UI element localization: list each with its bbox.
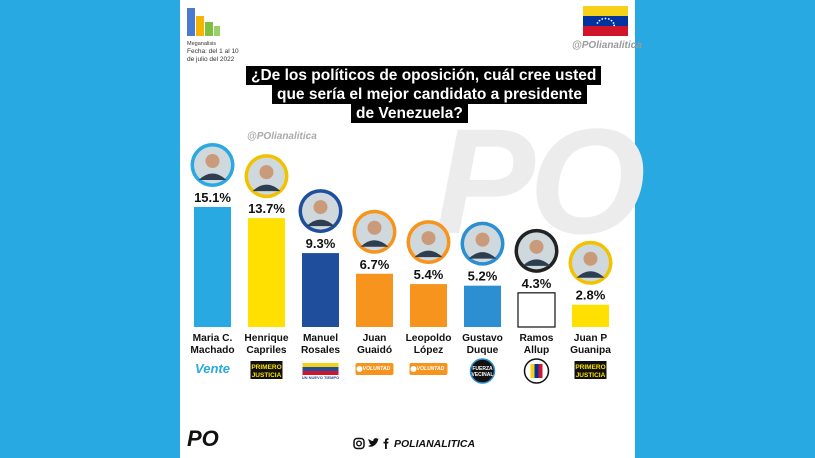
avatar-shoulders xyxy=(414,250,443,258)
avatar-shoulders xyxy=(522,259,551,266)
party-logo-stripe xyxy=(530,364,535,378)
party-logo-stripe xyxy=(538,364,543,378)
avatar-face xyxy=(529,239,544,254)
avatar-shoulders xyxy=(360,240,389,247)
party-logo-stripe xyxy=(302,371,339,375)
date-line-2: de julio del 2022 xyxy=(187,56,235,63)
category-label: Manuel xyxy=(303,333,338,344)
category-label: Guaidó xyxy=(357,345,392,356)
party-logo-stripe xyxy=(302,363,339,367)
bar xyxy=(410,284,447,327)
value-label: 4.3% xyxy=(522,276,552,291)
bar xyxy=(194,207,231,327)
bar xyxy=(517,292,556,328)
avatar-face xyxy=(583,251,598,266)
question-line-2: que sería el mejor candidato a president… xyxy=(272,85,587,104)
twitter-icon xyxy=(368,438,380,447)
handle-mid: @POlianalitica xyxy=(247,131,317,142)
avatar-face xyxy=(475,232,490,247)
bar xyxy=(356,273,393,327)
party-logo-stripe xyxy=(534,364,539,378)
bar xyxy=(248,218,285,327)
category-label: Rosales xyxy=(301,345,340,356)
party-logo-text: VOLUNTAD xyxy=(363,366,391,372)
instagram-icon xyxy=(353,437,365,450)
category-label: Henrique xyxy=(244,333,288,344)
question-line-3: de Venezuela? xyxy=(351,104,468,123)
footer-logo: PO xyxy=(187,426,219,451)
value-label: 5.4% xyxy=(414,267,444,282)
party-logo-stripe xyxy=(302,367,339,371)
avatar-shoulders xyxy=(306,219,335,227)
meganalisis-logo xyxy=(187,8,220,36)
avatar-face xyxy=(421,231,436,246)
party-logo-text: UN NUEVO TIEMPO xyxy=(302,375,340,380)
avatar-shoulders xyxy=(198,173,227,180)
left-margin xyxy=(0,0,180,458)
category-label: Leopoldo xyxy=(406,333,452,344)
category-label: Machado xyxy=(190,345,234,356)
party-logo-vente: Vente xyxy=(195,361,230,376)
avatar-shoulders xyxy=(576,271,605,278)
venezuela-flag-icon xyxy=(583,6,628,36)
bar-chart: 15.1% Maria C.Machado Vente 13.7% HenriqueCa… xyxy=(190,143,613,384)
avatar-shoulders xyxy=(468,252,497,259)
handle-top: @POlianalitica xyxy=(572,40,642,51)
date-line-1: Fecha: del 1 al 10 xyxy=(187,48,239,55)
party-logo-pill xyxy=(409,363,448,375)
avatar-face xyxy=(205,154,220,168)
avatar-shoulders xyxy=(252,184,281,192)
footer-handle: POLIANALITICA xyxy=(394,438,476,450)
value-label: 15.1% xyxy=(194,190,231,205)
party-logo-circle xyxy=(469,358,496,384)
avatar-face xyxy=(313,200,328,215)
question-line-1: ¿De los políticos de oposición, cuál cre… xyxy=(246,66,602,85)
bar xyxy=(572,304,609,327)
avatar-face xyxy=(259,165,274,180)
category-label: Juan xyxy=(363,333,387,344)
facebook-icon xyxy=(383,438,389,449)
value-label: 9.3% xyxy=(306,236,336,251)
party-logo-pill xyxy=(355,363,394,375)
category-label: Capriles xyxy=(246,345,287,356)
value-label: 13.7% xyxy=(248,201,285,216)
party-logo-text: PRIMERO xyxy=(251,364,281,371)
category-label: Duque xyxy=(467,345,499,356)
party-logo-text: FUERZA xyxy=(472,366,493,372)
party-logo-dot xyxy=(410,366,417,372)
party-logo-text: JUSTICIA xyxy=(252,372,282,379)
bar xyxy=(302,253,339,327)
right-margin xyxy=(635,0,815,458)
party-logo-text: PRIMERO xyxy=(575,364,605,371)
social-icons xyxy=(353,437,389,450)
party-logo-dot xyxy=(356,366,363,372)
party-logo-text: JUSTICIA xyxy=(576,372,606,379)
category-label: Juan P xyxy=(574,333,608,344)
bar xyxy=(464,285,501,327)
source-org: Meganalisis xyxy=(187,41,217,47)
value-label: 6.7% xyxy=(360,257,390,272)
value-label: 2.8% xyxy=(576,288,606,303)
category-label: López xyxy=(414,345,443,356)
party-logo-badge xyxy=(250,361,283,379)
value-label: 5.2% xyxy=(468,269,498,284)
category-label: Gustavo xyxy=(462,333,503,344)
category-label: Allup xyxy=(524,345,549,356)
category-label: Guanipa xyxy=(570,345,611,356)
party-logo-text: VECINAL xyxy=(472,372,494,378)
category-label: Maria C. xyxy=(193,333,233,344)
category-label: Ramos xyxy=(520,333,554,344)
party-logo-text: VOLUNTAD xyxy=(417,366,445,372)
avatar-face xyxy=(367,220,382,235)
party-logo-badge xyxy=(574,361,607,379)
